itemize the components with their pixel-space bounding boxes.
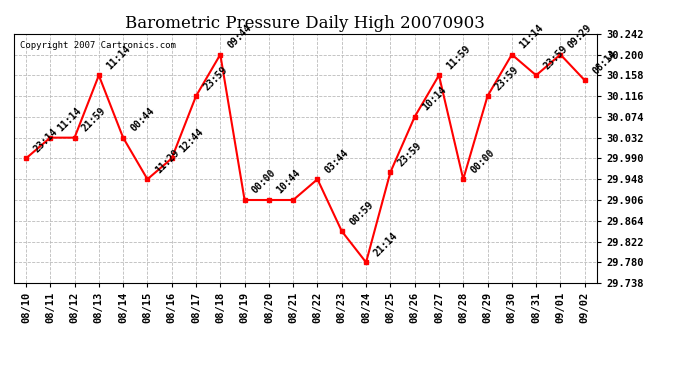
Text: 09:44: 09:44	[226, 22, 254, 50]
Text: 21:59: 21:59	[80, 106, 108, 134]
Text: 10:14: 10:14	[420, 85, 448, 113]
Text: 11:14: 11:14	[56, 106, 83, 134]
Text: 23:59: 23:59	[201, 64, 229, 92]
Text: 00:44: 00:44	[128, 106, 157, 134]
Text: Copyright 2007 Cartronics.com: Copyright 2007 Cartronics.com	[19, 41, 175, 50]
Text: 12:44: 12:44	[177, 126, 205, 154]
Text: 11:59: 11:59	[444, 43, 473, 71]
Text: 21:14: 21:14	[372, 230, 400, 258]
Title: Barometric Pressure Daily High 20070903: Barometric Pressure Daily High 20070903	[126, 15, 485, 32]
Text: 23:59: 23:59	[542, 43, 569, 71]
Text: 00:00: 00:00	[250, 168, 278, 196]
Text: 23:59: 23:59	[493, 64, 521, 92]
Text: 03:44: 03:44	[323, 147, 351, 175]
Text: 00:59: 00:59	[347, 199, 375, 227]
Text: 11:14: 11:14	[518, 22, 545, 50]
Text: 11:29: 11:29	[153, 147, 181, 175]
Text: 08:14: 08:14	[590, 48, 618, 76]
Text: 11:14: 11:14	[104, 43, 132, 71]
Text: 00:00: 00:00	[469, 147, 497, 175]
Text: 23:59: 23:59	[396, 140, 424, 168]
Text: 10:44: 10:44	[275, 168, 302, 196]
Text: 09:29: 09:29	[566, 22, 594, 50]
Text: 23:14: 23:14	[32, 126, 59, 154]
